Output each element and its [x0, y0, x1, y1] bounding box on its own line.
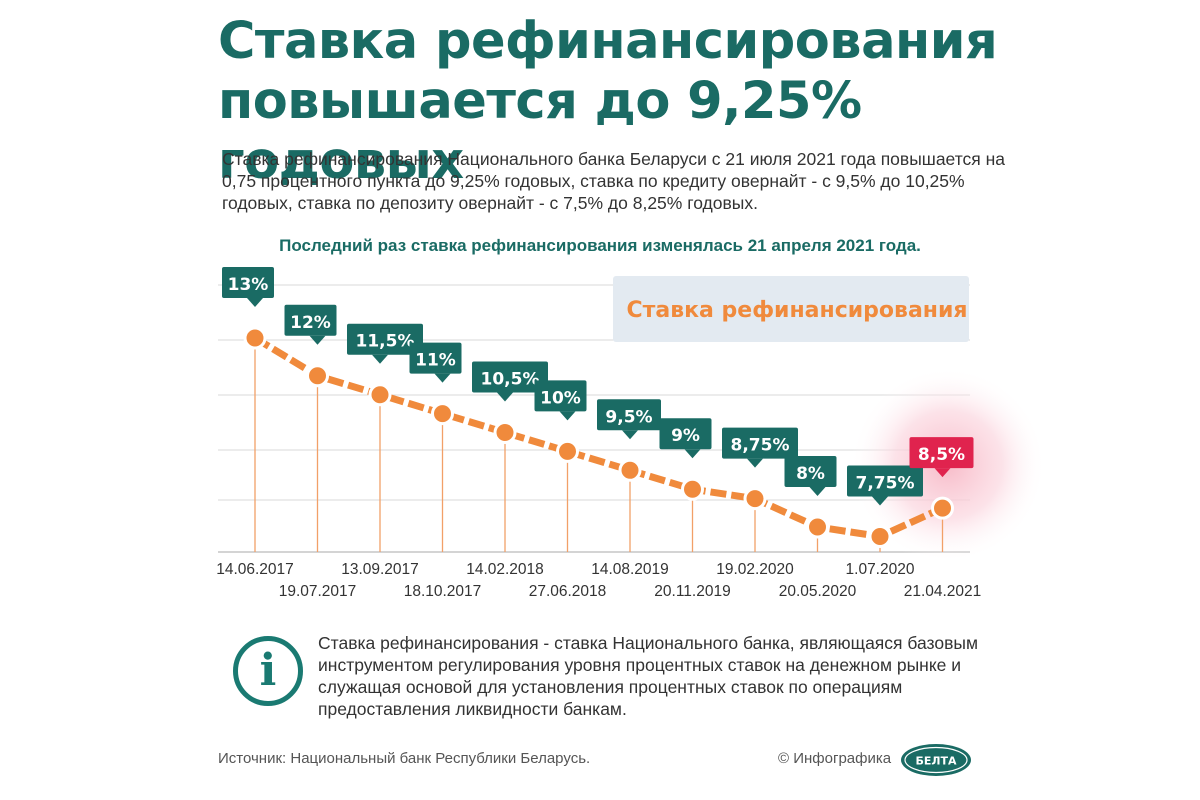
chart-x-ticks: 14.06.2017 19.07.2017 13.09.2017 18.10.2017… [216, 561, 981, 600]
value-label-3: 11,5% [347, 323, 423, 364]
x-tick-3: 13.09.2017 [341, 561, 419, 578]
value-label-text: 9% [671, 426, 700, 446]
value-label-text: 7,75% [856, 473, 915, 493]
value-label-box [784, 456, 837, 487]
x-tick-6: 27.06.2018 [529, 583, 607, 600]
chart-legend: Ставка рефинансирования [613, 276, 969, 342]
value-label-box [472, 361, 548, 393]
value-label-box [284, 304, 337, 336]
value-label-11: 7,75% [847, 465, 923, 506]
value-label-2: 12% [284, 304, 337, 345]
info-icon-glyph: i [259, 645, 277, 696]
x-tick-9: 19.02.2020 [716, 561, 794, 578]
x-tick-5: 14.02.2018 [466, 561, 544, 578]
value-label-text: 8% [796, 464, 825, 484]
value-label-1: 13% [222, 267, 274, 307]
value-label-pointer [809, 487, 826, 496]
value-label-text: 10% [540, 388, 581, 408]
last-change-note: Последний раз ставка рефинансирования из… [279, 236, 921, 255]
rate-chart: Ставка рефинансирования 13% 12% 11,5%11% 10… [216, 267, 1046, 600]
chart-value-labels: 13% 12% 11,5%11% 10,5%10% 9,5% 9% 8,75% 8% 7,75%… [222, 267, 974, 506]
value-label-pointer [309, 335, 326, 345]
value-label-pointer [247, 298, 263, 307]
series-line [253, 335, 944, 540]
x-tick-11: 1.07.2020 [846, 561, 915, 578]
value-label-text: 10,5% [481, 370, 540, 390]
value-label-box [722, 427, 798, 459]
data-point-4 [431, 402, 454, 426]
data-point-9 [743, 487, 767, 511]
belta-logo-text: БЕЛТА [915, 755, 957, 768]
data-point-7 [618, 458, 642, 482]
data-point-3 [368, 383, 392, 407]
value-label-box [347, 323, 423, 355]
value-label-text: 11% [415, 351, 456, 371]
legend-box [613, 276, 969, 342]
value-label-box [659, 418, 712, 450]
value-label-9: 8,75% [722, 427, 798, 468]
data-point-10 [806, 515, 829, 539]
value-label-pointer [872, 496, 888, 506]
x-tick-4: 18.10.2017 [404, 583, 482, 600]
data-point-8 [681, 477, 704, 501]
value-label-box [409, 342, 462, 374]
value-label-box [597, 399, 661, 431]
x-tick-1: 14.06.2017 [216, 561, 294, 578]
value-label-6: 10% [534, 380, 587, 421]
x-tick-12: 21.04.2021 [904, 583, 982, 600]
value-label-8: 9% [659, 418, 712, 459]
source-note: Источник: Национальный банк Республики Б… [218, 750, 591, 767]
value-label-box [222, 267, 274, 298]
legend-label: Ставка рефинансирования [626, 298, 967, 323]
value-label-box [847, 465, 923, 497]
chart-points [243, 326, 954, 548]
value-label-text: 8,75% [731, 436, 790, 456]
value-label-pointer [497, 392, 513, 402]
chart-drop-lines [254, 338, 944, 552]
value-label-5: 10,5% [472, 361, 548, 402]
x-tick-2: 19.07.2017 [279, 583, 357, 600]
data-point-2 [306, 364, 329, 388]
value-label-10: 8% [784, 456, 837, 496]
info-definition-text: Ставка рефинансирования - ставка Национа… [318, 633, 978, 719]
value-label-pointer [622, 430, 638, 440]
infographic-credit: © Инфографика [778, 750, 892, 767]
data-point-1 [243, 326, 267, 350]
x-tick-10: 20.05.2020 [779, 583, 857, 600]
x-tick-8: 20.11.2019 [654, 583, 730, 600]
info-icon: i [233, 636, 303, 706]
data-point-12 [931, 496, 954, 520]
value-label-pointer [559, 411, 576, 421]
value-label-box [534, 380, 587, 412]
value-label-4: 11% [409, 342, 462, 383]
chart-series [253, 335, 944, 540]
value-label-pointer [684, 449, 701, 459]
value-label-text: 12% [290, 313, 331, 333]
data-point-6 [556, 439, 579, 463]
page-title: Ставка рефинансирования повышается до 9,… [218, 12, 998, 191]
value-label-text: 11,5% [356, 332, 415, 352]
data-point-11 [868, 524, 892, 548]
x-tick-7: 14.08.2019 [591, 561, 669, 578]
value-label-text: 13% [228, 275, 269, 295]
data-point-5 [493, 421, 517, 444]
value-label-text: 9,5% [605, 407, 652, 427]
value-label-12: 8,5% [909, 437, 974, 478]
intro-text: Ставка рефинансирования Национального ба… [222, 149, 1006, 213]
value-label-pointer [934, 468, 951, 478]
value-label-pointer [747, 458, 763, 468]
value-label-box [909, 437, 974, 469]
value-label-pointer [372, 354, 388, 364]
value-label-pointer [434, 373, 451, 383]
value-label-7: 9,5% [597, 399, 661, 440]
belta-logo: БЕЛТА [901, 744, 971, 776]
value-label-text: 8,5% [918, 445, 965, 465]
